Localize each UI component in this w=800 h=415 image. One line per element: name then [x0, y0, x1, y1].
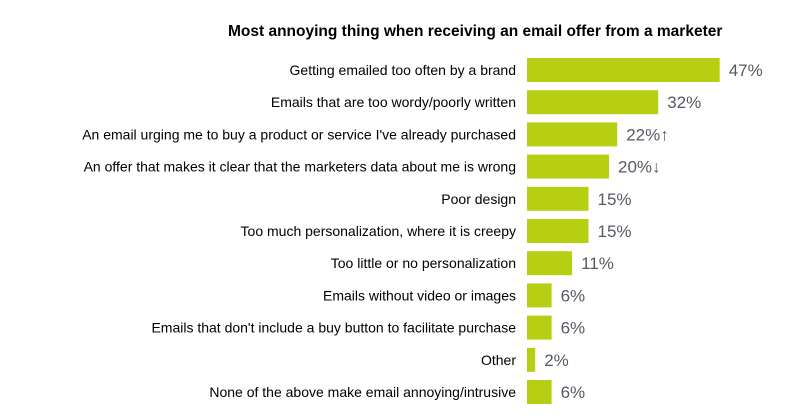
value-label: 6%: [561, 286, 586, 305]
value-label: 47%: [729, 61, 763, 80]
value-label: 6%: [561, 319, 586, 338]
value-label: 22%↑: [626, 125, 669, 144]
bar: [527, 251, 573, 276]
value-label: 2%: [544, 351, 569, 370]
value-label: 15%: [598, 222, 632, 241]
category-label: An email urging me to buy a product or s…: [82, 126, 516, 142]
category-label: Emails that are too wordy/poorly written: [271, 94, 516, 110]
bar: [527, 315, 552, 340]
value-label: 15%: [598, 190, 632, 209]
bar: [527, 186, 589, 211]
bar: [527, 380, 552, 404]
category-label: Emails that don't include a buy button t…: [151, 320, 516, 336]
bar: [527, 58, 720, 82]
category-label: Too little or no personalization: [331, 255, 516, 271]
value-label: 32%: [667, 93, 701, 112]
bar: [527, 347, 536, 372]
category-label: None of the above make email annoying/in…: [209, 384, 516, 400]
category-label: Too much personalization, where it is cr…: [241, 223, 516, 239]
category-label: Poor design: [441, 191, 516, 207]
value-label: 20%↓: [618, 158, 661, 177]
bar: [527, 283, 552, 308]
bar: [527, 122, 618, 147]
category-label: An offer that makes it clear that the ma…: [84, 159, 516, 175]
bar: [527, 90, 659, 115]
value-label: 6%: [561, 383, 586, 402]
chart-title: Most annoying thing when receiving an em…: [228, 23, 723, 40]
bar: [527, 154, 609, 179]
category-label: Other: [481, 352, 516, 368]
category-label: Emails without video or images: [323, 287, 516, 303]
bar: [527, 219, 589, 243]
value-label: 11%: [581, 254, 614, 273]
category-label: Getting emailed too often by a brand: [290, 62, 516, 78]
